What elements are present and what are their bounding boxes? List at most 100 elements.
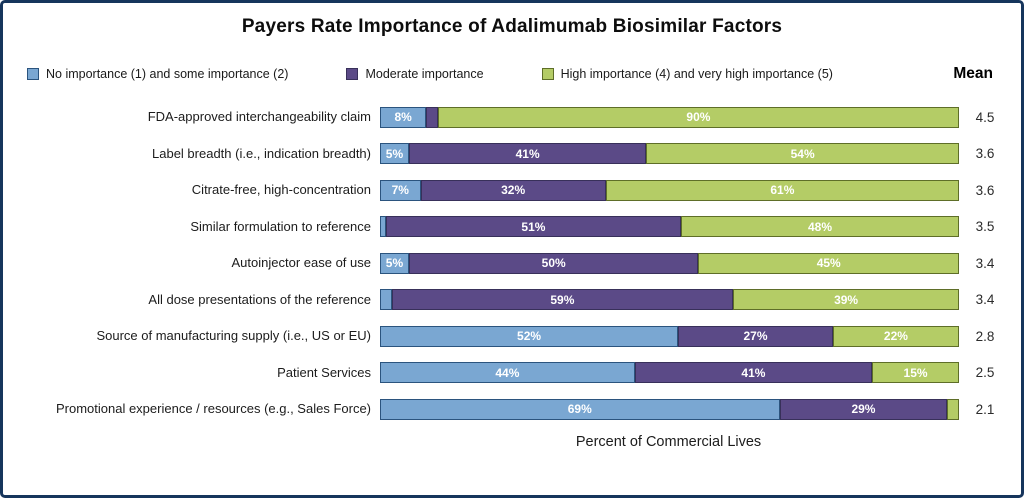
bar-segment: [380, 216, 386, 238]
category-label: All dose presentations of the reference: [148, 291, 371, 307]
stacked-bar: 8% 90%: [380, 106, 959, 128]
legend-item: No importance (1) and some importance (2…: [27, 67, 288, 81]
stacked-bar: 59% 39%: [380, 289, 959, 311]
segment-value-label: 15%: [903, 365, 928, 380]
mean-column-header: Mean: [953, 65, 993, 82]
segment-value-label: 51%: [521, 219, 546, 234]
segment-value-label: 48%: [808, 219, 833, 234]
bar-segment: 5%: [380, 143, 409, 165]
segment-value-label: 41%: [515, 146, 540, 161]
segment-value-label: 8%: [394, 110, 412, 125]
legend-item: High importance (4) and very high import…: [541, 67, 833, 81]
legend-label: High importance (4) and very high import…: [560, 67, 833, 81]
stacked-bar: 7% 32% 61%: [380, 179, 959, 201]
chart-row: Promotional experience / resources (e.g.…: [3, 391, 1021, 428]
bar-segment: 61%: [605, 179, 959, 201]
segment-value-label: 7%: [391, 183, 409, 198]
segment-value-label: 41%: [741, 365, 766, 380]
bar-segment: 5%: [380, 252, 409, 274]
segment-value-label: 29%: [851, 402, 876, 417]
segment-value-label: 22%: [883, 329, 908, 344]
mean-value: 3.6: [975, 146, 995, 162]
bar-segment: 51%: [385, 216, 682, 238]
category-label: Citrate-free, high-concentration: [191, 182, 371, 198]
bar-segment: 39%: [733, 289, 959, 311]
segment-value-label: 50%: [541, 256, 566, 271]
mean-value: 2.1: [975, 401, 995, 417]
chart-row: Source of manufacturing supply (i.e., US…: [3, 318, 1021, 355]
chart-row: Label breadth (i.e., indication breadth)…: [3, 136, 1021, 173]
bar-segment: [380, 289, 392, 311]
mean-value: 3.5: [975, 219, 995, 235]
bar-segment: 15%: [872, 362, 959, 384]
bar-segment: 52%: [380, 325, 679, 347]
bar-segment: 45%: [698, 252, 959, 274]
legend: No importance (1) and some importance (2…: [27, 65, 999, 83]
bar-segment: 7%: [380, 179, 421, 201]
chart-row: Patient Services 44% 41% 15% 2.5: [3, 355, 1021, 392]
stacked-bar: 5% 50% 45%: [380, 252, 959, 274]
segment-value-label: 54%: [790, 146, 815, 161]
mean-value: 3.4: [975, 292, 995, 308]
mean-value: 4.5: [975, 109, 995, 125]
bar-segment: 8%: [380, 106, 427, 128]
bar-segment: [947, 398, 959, 420]
bar-segment: 41%: [634, 362, 873, 384]
legend-swatch-icon: [27, 68, 39, 80]
stacked-bar: 52% 27% 22%: [380, 325, 959, 347]
bar-segment: 90%: [437, 106, 959, 128]
category-label: Similar formulation to reference: [190, 218, 371, 234]
stacked-bar: 44% 41% 15%: [380, 362, 959, 384]
legend-item: Moderate importance: [346, 67, 484, 81]
segment-value-label: 32%: [501, 183, 526, 198]
stacked-bar: 69% 29%: [380, 398, 959, 420]
segment-value-label: 69%: [567, 402, 592, 417]
bar-segment: 27%: [678, 325, 833, 347]
legend-label: Moderate importance: [365, 67, 484, 81]
segment-value-label: 39%: [834, 292, 859, 307]
stacked-bar: 51% 48%: [380, 216, 959, 238]
bar-segment: 54%: [646, 143, 959, 165]
category-label: Source of manufacturing supply (i.e., US…: [96, 328, 371, 344]
chart-title: Payers Rate Importance of Adalimumab Bio…: [241, 16, 783, 37]
bar-segment: 22%: [832, 325, 959, 347]
chart-row: FDA-approved interchangeability claim 8% 9…: [3, 99, 1021, 136]
segment-value-label: 27%: [743, 329, 768, 344]
chart-row: Similar formulation to reference 51% 48% 3.…: [3, 209, 1021, 246]
segment-value-label: 90%: [686, 110, 711, 125]
chart-rows: FDA-approved interchangeability claim 8% 9…: [3, 99, 1021, 428]
mean-value: 3.4: [975, 255, 995, 271]
category-label: Label breadth (i.e., indication breadth): [152, 145, 371, 161]
bar-segment: 44%: [380, 362, 635, 384]
legend-label: No importance (1) and some importance (2…: [46, 67, 289, 81]
bar-segment: [426, 106, 438, 128]
chart-row: Citrate-free, high-concentration 7% 32% 61%…: [3, 172, 1021, 209]
legend-swatch-icon: [541, 68, 554, 80]
chart-row: All dose presentations of the reference 5…: [3, 282, 1021, 319]
x-axis-label: Percent of Commercial Lives: [575, 433, 762, 450]
bar-segment: 50%: [408, 252, 699, 274]
mean-value: 3.6: [975, 182, 995, 198]
segment-value-label: 61%: [770, 183, 795, 198]
category-label: Patient Services: [277, 364, 371, 380]
mean-value: 2.5: [975, 365, 995, 381]
segment-value-label: 45%: [816, 256, 841, 271]
category-label: FDA-approved interchangeability claim: [147, 109, 371, 125]
legend-items: No importance (1) and some importance (2…: [27, 67, 833, 81]
segment-value-label: 59%: [550, 292, 575, 307]
bar-segment: 69%: [380, 398, 780, 420]
segment-value-label: 44%: [495, 365, 520, 380]
category-label: Autoinjector ease of use: [231, 255, 371, 271]
legend-swatch-icon: [346, 68, 359, 80]
segment-value-label: 52%: [517, 329, 542, 344]
segment-value-label: 5%: [385, 256, 404, 271]
category-label: Promotional experience / resources (e.g.…: [55, 401, 371, 417]
bar-segment: 48%: [681, 216, 959, 238]
chart-row: Autoinjector ease of use 5% 50% 45% 3.4: [3, 245, 1021, 282]
segment-value-label: 5%: [385, 146, 404, 161]
mean-value: 2.8: [975, 328, 995, 344]
bar-segment: 29%: [779, 398, 948, 420]
bar-segment: 59%: [391, 289, 734, 311]
stacked-bar: 5% 41% 54%: [380, 143, 959, 165]
